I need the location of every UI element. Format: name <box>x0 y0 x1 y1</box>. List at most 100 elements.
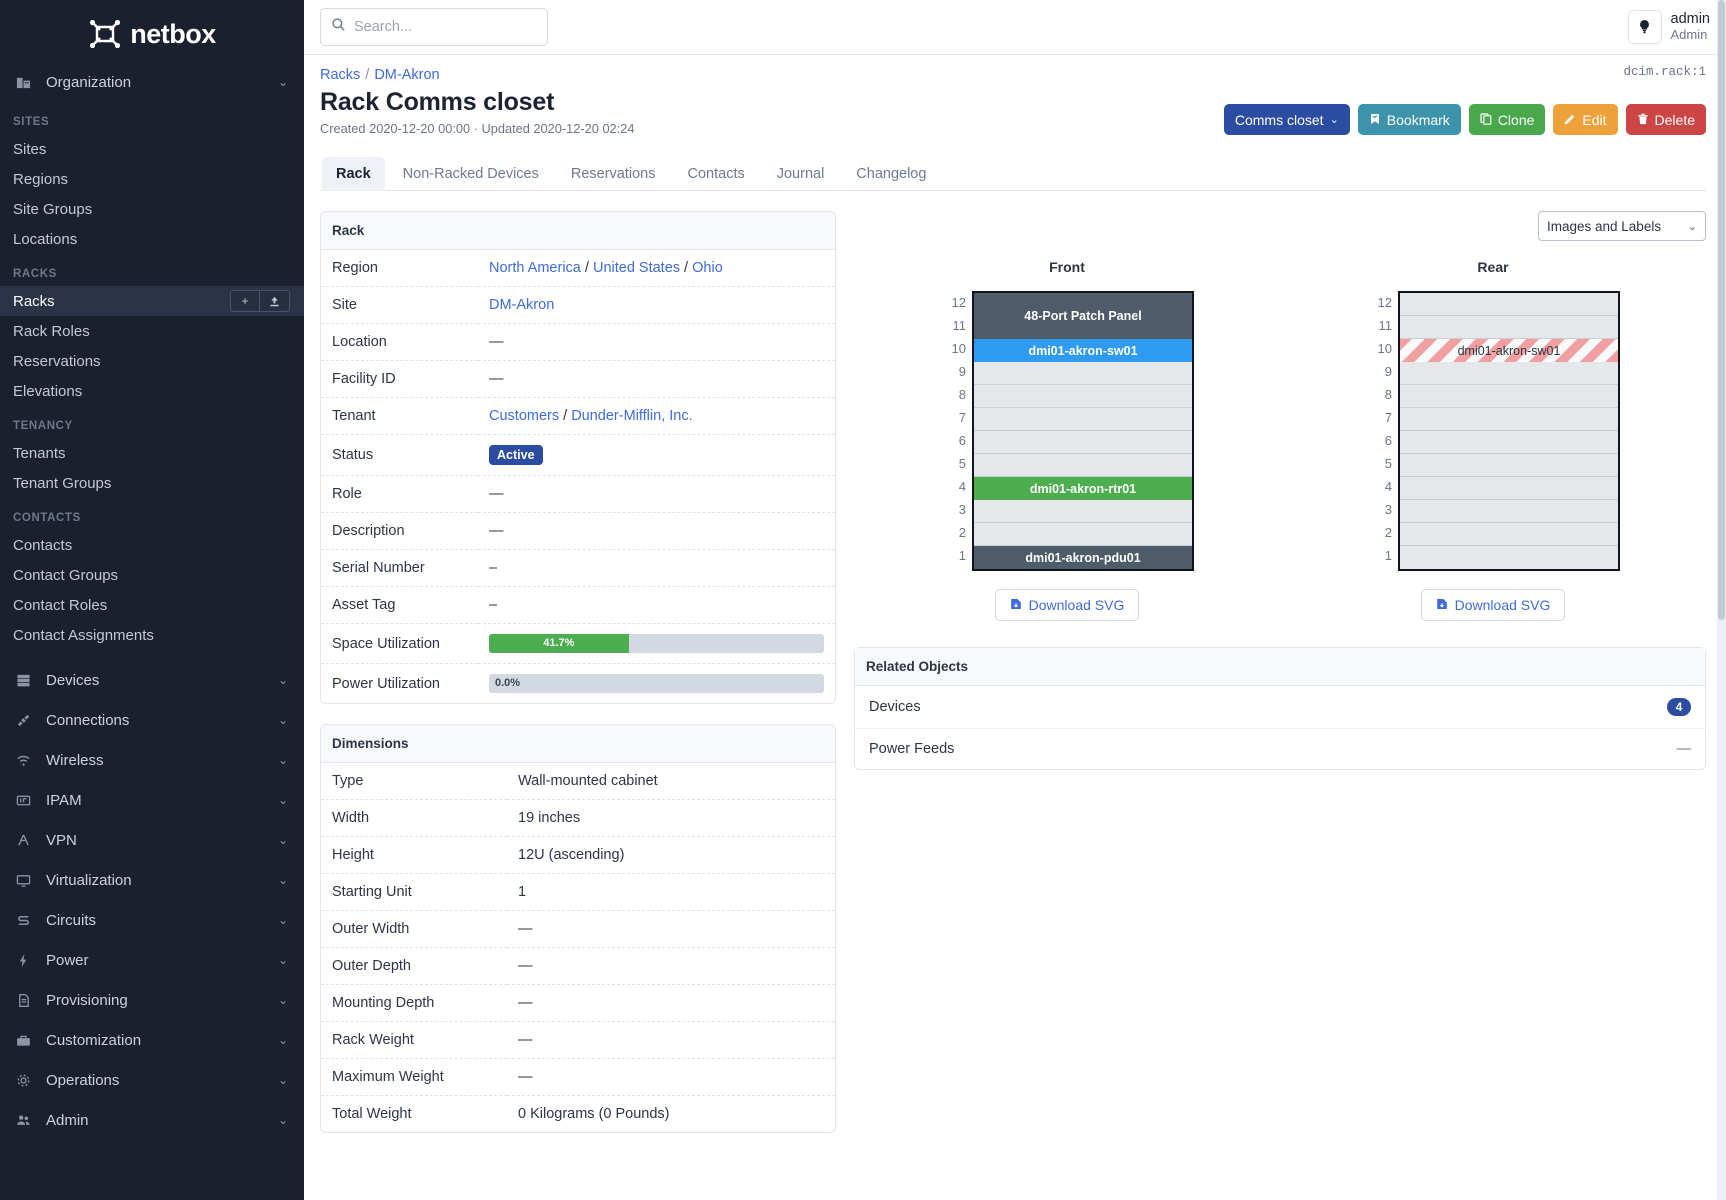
sidebar-group-ipam[interactable]: IPAM ⌄ <box>0 780 304 820</box>
bookmark-icon <box>1369 112 1381 128</box>
rack-unit-empty[interactable] <box>1400 431 1618 454</box>
tenant-link[interactable]: Dunder-Mifflin, Inc. <box>571 408 693 424</box>
region-link-2[interactable]: United States <box>592 260 681 276</box>
upload-icon[interactable] <box>260 290 290 312</box>
sidebar-group-label: Devices <box>46 671 100 689</box>
related-row-devices[interactable]: Devices 4 <box>855 686 1705 729</box>
tab-bar: Rack Non-Racked Devices Reservations Con… <box>320 156 1706 191</box>
sidebar-group-circuits[interactable]: Circuits ⌄ <box>0 900 304 940</box>
brand-logo[interactable]: netbox <box>0 0 304 62</box>
rack-unit-empty[interactable] <box>1400 385 1618 408</box>
lightbulb-icon[interactable] <box>1627 10 1662 44</box>
sidebar-item-racks[interactable]: Racks + <box>0 286 304 316</box>
rack-unit-empty[interactable] <box>974 454 1192 477</box>
sidebar-item-elevations[interactable]: Elevations <box>0 376 304 406</box>
plus-icon[interactable]: + <box>230 290 260 312</box>
row-value: – <box>489 560 498 576</box>
page-scrollbar[interactable] <box>1717 0 1726 1200</box>
rack-unit-empty[interactable] <box>1400 454 1618 477</box>
rack-unit-empty[interactable] <box>974 408 1192 431</box>
rack-unit-device[interactable]: dmi01-akron-rtr01 <box>974 477 1192 500</box>
sidebar-group-customization[interactable]: Customization ⌄ <box>0 1020 304 1060</box>
related-row-power-feeds[interactable]: Power Feeds — <box>855 729 1705 769</box>
sidebar-item-label: Rack Roles <box>13 322 90 340</box>
sidebar-item-tenants[interactable]: Tenants <box>0 438 304 468</box>
rack-unit-empty[interactable] <box>974 385 1192 408</box>
tab-contacts[interactable]: Contacts <box>687 166 745 182</box>
clone-button[interactable]: Clone <box>1468 104 1546 135</box>
rack-unit-empty[interactable] <box>1400 362 1618 385</box>
sidebar-item-contact-roles[interactable]: Contact Roles <box>0 590 304 620</box>
tab-changelog[interactable]: Changelog <box>856 166 927 182</box>
search-placeholder: Search... <box>354 19 413 35</box>
user-menu[interactable]: admin Admin <box>1627 10 1710 44</box>
sidebar-item-rack-roles[interactable]: Rack Roles <box>0 316 304 346</box>
rack-unit-empty[interactable] <box>974 431 1192 454</box>
sidebar-item-contact-assignments[interactable]: Contact Assignments <box>0 620 304 650</box>
bookmark-button[interactable]: Bookmark <box>1357 104 1461 135</box>
elevation-view-select[interactable]: Images and Labels ⌄ <box>1538 211 1706 241</box>
rack-unit-device[interactable]: dmi01-akron-sw01 <box>974 339 1192 362</box>
dimensions-card: Dimensions Type Wall-mounted cabinet Widt… <box>320 724 836 1133</box>
rear-download-svg-button[interactable]: Download SVG <box>1420 589 1566 621</box>
sidebar-item-reservations[interactable]: Reservations <box>0 346 304 376</box>
region-link-3[interactable]: Ohio <box>692 260 723 276</box>
sidebar-item-locations[interactable]: Locations <box>0 224 304 254</box>
rack-unit-device[interactable]: 48-Port Patch Panel <box>974 293 1192 339</box>
power-feeds-value: — <box>1676 741 1692 757</box>
rear-download-label: Download SVG <box>1454 597 1551 613</box>
rack-unit-empty[interactable] <box>974 523 1192 546</box>
sidebar-item-contacts[interactable]: Contacts <box>0 530 304 560</box>
search-input[interactable]: Search... <box>320 8 548 46</box>
comms-closet-dropdown-button[interactable]: Comms closet ⌄ <box>1223 104 1350 135</box>
sidebar-group-wireless[interactable]: Wireless ⌄ <box>0 740 304 780</box>
copy-icon <box>1480 112 1492 128</box>
rack-unit-empty[interactable] <box>1400 477 1618 500</box>
tenant-group-link[interactable]: Customers <box>489 408 560 424</box>
sidebar-item-site-groups[interactable]: Site Groups <box>0 194 304 224</box>
sidebar-group-provisioning[interactable]: Provisioning ⌄ <box>0 980 304 1020</box>
tab-non-racked-devices[interactable]: Non-Racked Devices <box>402 166 539 182</box>
sidebar-item-regions[interactable]: Regions <box>0 164 304 194</box>
sidebar-group-admin[interactable]: Admin ⌄ <box>0 1100 304 1140</box>
rack-unit-empty[interactable] <box>974 500 1192 523</box>
table-row: Power Utilization 0.0% <box>321 664 835 704</box>
sidebar-group-operations[interactable]: Operations ⌄ <box>0 1060 304 1100</box>
breadcrumb-racks[interactable]: Racks <box>320 67 361 83</box>
building-icon <box>16 75 42 90</box>
front-download-svg-button[interactable]: Download SVG <box>994 589 1140 621</box>
sidebar-item-tenant-groups[interactable]: Tenant Groups <box>0 468 304 498</box>
sidebar-group-label: Connections <box>46 711 130 729</box>
scrollbar-thumb[interactable] <box>1718 0 1725 620</box>
delete-button[interactable]: Delete <box>1625 104 1706 135</box>
tab-reservations[interactable]: Reservations <box>570 166 656 182</box>
rack-unit-empty[interactable] <box>1400 408 1618 431</box>
sidebar-group-power[interactable]: Power ⌄ <box>0 940 304 980</box>
rack-unit-empty[interactable] <box>974 362 1192 385</box>
rack-unit-empty[interactable] <box>1400 316 1618 339</box>
sidebar-group-vpn[interactable]: VPN ⌄ <box>0 820 304 860</box>
sidebar-group-organization[interactable]: Organization ⌄ <box>0 62 304 102</box>
download-icon <box>1010 597 1022 613</box>
breadcrumb-site[interactable]: DM-Akron <box>374 67 440 83</box>
sidebar-item-sites[interactable]: Sites <box>0 134 304 164</box>
row-value: 12U (ascending) <box>518 847 625 863</box>
unit-number: 4 <box>958 479 966 494</box>
rack-unit-empty[interactable] <box>1400 500 1618 523</box>
edit-button[interactable]: Edit <box>1553 104 1618 135</box>
site-link[interactable]: DM-Akron <box>489 297 555 313</box>
region-link-1[interactable]: North America <box>489 260 581 276</box>
tab-rack[interactable]: Rack <box>322 157 385 191</box>
rack-unit-empty[interactable] <box>1400 546 1618 569</box>
rack-unit-empty[interactable] <box>1400 523 1618 546</box>
rack-unit-device[interactable]: dmi01-akron-pdu01 <box>974 546 1192 569</box>
rack-unit-empty[interactable] <box>1400 293 1618 316</box>
bookmark-label: Bookmark <box>1386 111 1450 128</box>
tab-journal[interactable]: Journal <box>776 166 825 182</box>
sidebar-group-devices[interactable]: Devices ⌄ <box>0 660 304 700</box>
sidebar-item-contact-groups[interactable]: Contact Groups <box>0 560 304 590</box>
sidebar-group-connections[interactable]: Connections ⌄ <box>0 700 304 740</box>
rack-unit-device-rear[interactable]: dmi01-akron-sw01 <box>1400 339 1618 362</box>
sidebar-group-virtualization[interactable]: Virtualization ⌄ <box>0 860 304 900</box>
table-row: Height 12U (ascending) <box>321 837 835 874</box>
